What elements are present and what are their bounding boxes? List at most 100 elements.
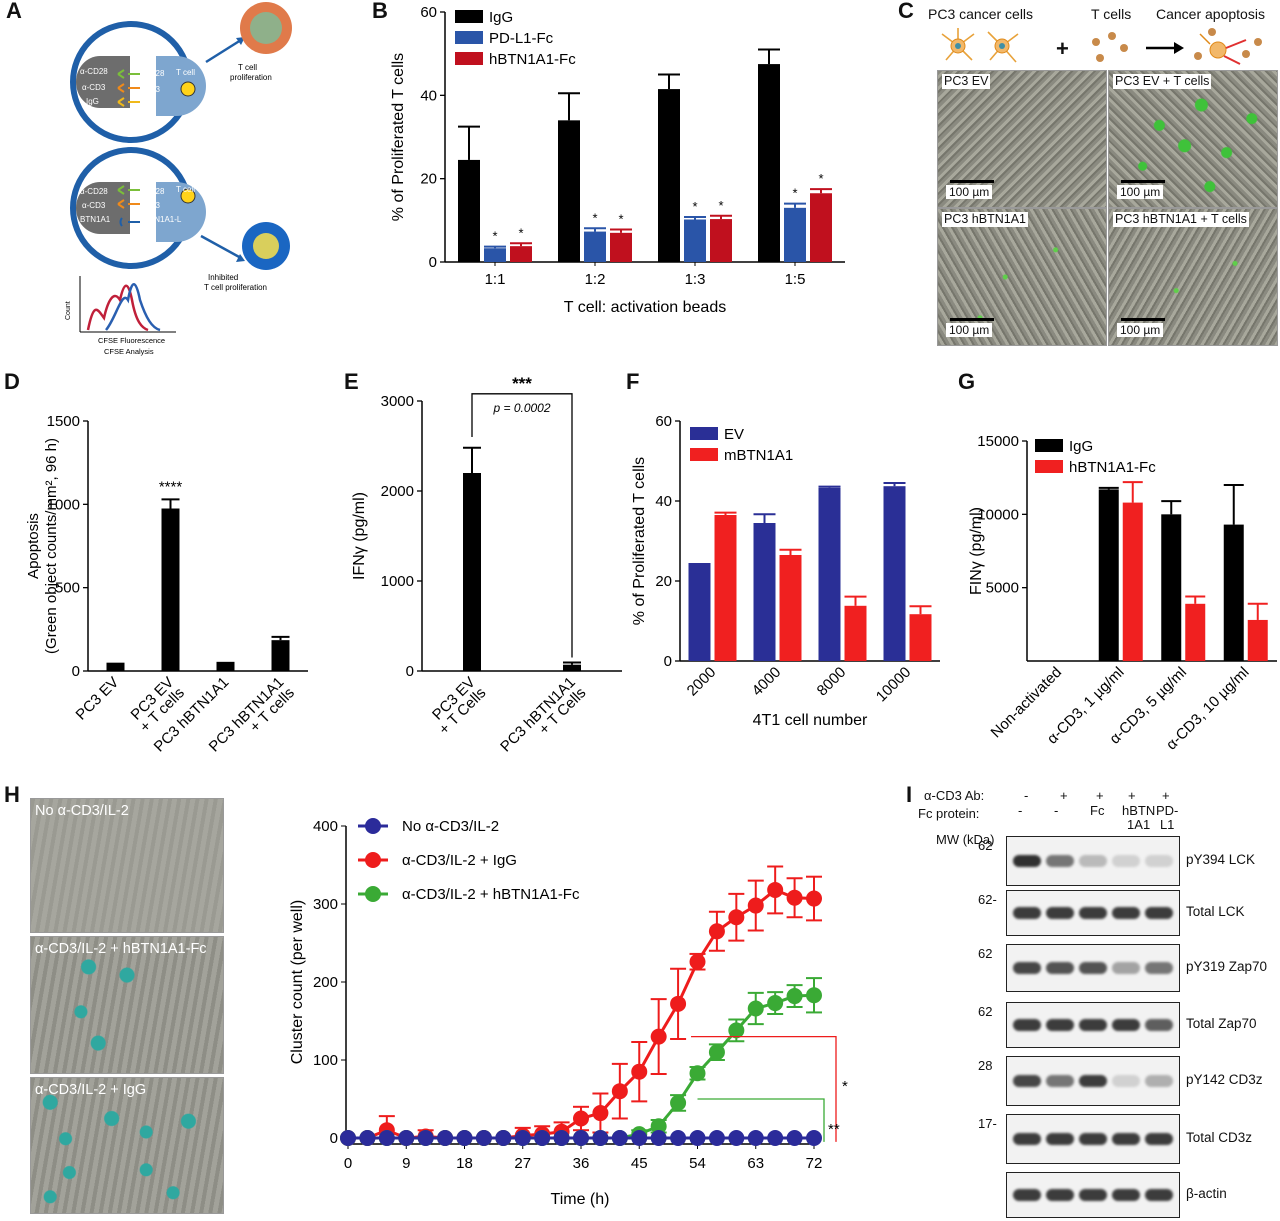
y-tick-label: 15000 <box>977 433 1019 450</box>
point-no-cd3-il-2 <box>670 1130 687 1146</box>
legend-swatch <box>1035 439 1063 452</box>
legend-label: mBTN1A1 <box>724 447 793 464</box>
point-no-cd3-il-2 <box>437 1130 454 1146</box>
top-nucleus <box>180 81 196 97</box>
blot-band <box>1013 962 1041 974</box>
point-no-cd3-il-2 <box>417 1130 434 1146</box>
blot-band <box>1145 1019 1173 1031</box>
chart-b: 0 20 40 60 * * 1:1 * * 1:2 * * 1:3 * * 1:5 % of Prolifer… <box>390 4 845 316</box>
blot-band <box>1079 907 1107 919</box>
blot-band <box>1145 962 1173 974</box>
blot-label: pY319 Zap70 <box>1186 959 1268 974</box>
scale-bar-label: 100 µm <box>1117 185 1164 199</box>
point--cd3-il-2-hbtn1a1-fc <box>728 1022 745 1039</box>
y-tick-label: 1000 <box>47 496 80 513</box>
legend-swatch <box>455 10 483 23</box>
fc-lane-value: - <box>1054 803 1059 818</box>
blot-band <box>1046 1133 1074 1145</box>
point--cd3-il-2-hbtn1a1-fc <box>806 987 822 1004</box>
blot-total-lck <box>1006 890 1180 936</box>
top-arrow <box>205 38 242 64</box>
panel-letter-h: H <box>4 782 20 807</box>
bottom-tcr-3: BTN1A1-L <box>144 215 182 224</box>
bottom-bead <box>76 182 130 234</box>
bar-pd-l1-fc <box>584 231 606 262</box>
x-tick-label: 18 <box>456 1155 473 1172</box>
point-no-cd3-il-2 <box>806 1130 822 1146</box>
scale-bar-label: 100 µm <box>1117 323 1164 337</box>
y-tick-label: 0 <box>429 254 437 271</box>
blot-band <box>1079 1189 1107 1201</box>
bottom-arrow <box>200 234 242 260</box>
significance-label: * <box>492 229 497 244</box>
bottom-nucleus <box>180 188 196 204</box>
bar-series <box>563 664 581 671</box>
schematic-plus: + <box>1056 36 1069 61</box>
bottom-rec-2: α-CD3 <box>82 201 106 210</box>
line--cd3-il-2-igg <box>348 888 815 1140</box>
point-no-cd3-il-2 <box>767 1130 784 1146</box>
point--cd3-il-2-hbtn1a1-fc <box>650 1118 667 1135</box>
micrograph-caption: PC3 hBTN1A1 + T cells <box>1113 212 1249 227</box>
blot-band <box>1112 907 1140 919</box>
ab-lane-value: + <box>1096 788 1104 803</box>
fc-row-label: Fc protein: <box>918 806 980 821</box>
point-no-cd3-il-2 <box>340 1130 356 1146</box>
blot-label: pY394 LCK <box>1186 852 1256 867</box>
fc-lane-value: - <box>1018 803 1023 818</box>
point--cd3-il-2-igg <box>767 881 784 898</box>
top-tcell-label: T cell <box>176 68 195 77</box>
blot-band <box>1145 855 1173 867</box>
blot-band <box>1013 1189 1041 1201</box>
schematic-t-cells: T cells <box>1091 6 1132 22</box>
point--cd3-il-2-igg <box>611 1083 628 1100</box>
bar-hbtn1a1-fc <box>1185 603 1206 661</box>
scale-bar <box>1121 318 1165 321</box>
blot-band <box>1145 1075 1173 1087</box>
blot-band <box>1112 962 1140 974</box>
legend-marker <box>365 886 381 902</box>
point--cd3-il-2-igg <box>747 897 764 914</box>
bar-igg <box>658 89 680 262</box>
significance-label: * <box>618 212 623 227</box>
mw-marker: 17- <box>978 1116 997 1131</box>
bottom-outcome-line2: T cell proliferation <box>204 283 267 292</box>
western-blot-panel: α-CD3 Ab: Fc protein: MW (kDa) - + + + + - - Fc… <box>918 784 1280 1221</box>
y-tick-label: 0 <box>664 653 672 670</box>
bar-ev <box>883 486 906 661</box>
mw-marker: 62 <box>978 838 993 853</box>
blot-band <box>1013 1075 1041 1087</box>
h-image-caption: α-CD3/IL-2 + hBTN1A1-Fc <box>35 941 207 957</box>
mw-marker: 62- <box>978 892 997 907</box>
bar-series <box>106 662 125 671</box>
scale-bar <box>1121 180 1165 183</box>
p-value-label: p = 0.0002 <box>492 401 550 415</box>
x-tick-label: PC3 hBTN1A1+ T Cells <box>497 674 589 766</box>
point-no-cd3-il-2 <box>359 1130 376 1146</box>
point--cd3-il-2-igg <box>650 1028 667 1045</box>
scale-bar-label: 100 µm <box>946 185 993 199</box>
top-tcr-1: CD28 <box>144 69 165 78</box>
bar-pd-l1-fc <box>784 207 806 262</box>
point-no-cd3-il-2 <box>592 1130 609 1146</box>
significance-label: * <box>842 1078 848 1095</box>
h-image-caption: No α-CD3/IL-2 <box>35 803 129 819</box>
legend-swatch <box>455 31 483 44</box>
point-no-cd3-il-2 <box>534 1130 551 1146</box>
top-outcome-line2: proliferation <box>230 73 272 82</box>
t-cell-icon <box>1092 32 1128 62</box>
point-no-cd3-il-2 <box>708 1130 725 1146</box>
blot-band <box>1079 1075 1107 1087</box>
point-no-cd3-il-2 <box>456 1130 473 1146</box>
blot-band <box>1145 1133 1173 1145</box>
ab-lane-value: + <box>1162 788 1170 803</box>
point--cd3-il-2-hbtn1a1-fc <box>747 1000 764 1017</box>
legend-swatch <box>1035 460 1063 473</box>
y-tick-label: 0 <box>330 1130 338 1147</box>
blot-total-zap70 <box>1006 1002 1180 1048</box>
x-tick-label: 1:3 <box>685 271 706 288</box>
point-no-cd3-il-2 <box>475 1130 492 1146</box>
x-tick-label: 63 <box>747 1155 764 1172</box>
bar-hbtn1a1-fc <box>1122 502 1143 661</box>
